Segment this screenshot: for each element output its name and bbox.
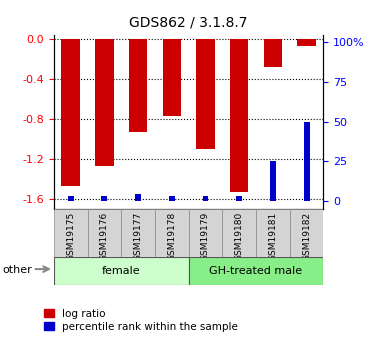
Bar — [54, 209, 88, 257]
Bar — [189, 257, 323, 285]
Bar — [135, 195, 141, 201]
Bar — [297, 39, 316, 47]
Bar — [196, 39, 215, 149]
Bar — [162, 39, 181, 116]
Bar — [62, 39, 80, 186]
Bar — [230, 39, 248, 192]
Bar — [236, 196, 242, 201]
Bar — [121, 209, 155, 257]
Text: GH-treated male: GH-treated male — [209, 266, 303, 276]
Bar — [203, 196, 208, 201]
Text: GSM19176: GSM19176 — [100, 211, 109, 261]
Text: GSM19175: GSM19175 — [66, 211, 75, 261]
Bar — [256, 209, 290, 257]
Text: GSM19181: GSM19181 — [268, 211, 277, 261]
Text: GSM19182: GSM19182 — [302, 211, 311, 261]
Text: GSM19180: GSM19180 — [235, 211, 244, 261]
Bar — [169, 196, 175, 201]
Bar — [304, 122, 310, 201]
Bar — [129, 39, 147, 132]
Bar — [102, 196, 107, 201]
Bar — [264, 39, 282, 67]
Bar — [155, 209, 189, 257]
Bar — [54, 257, 189, 285]
Bar — [68, 196, 74, 201]
Text: GDS862 / 3.1.8.7: GDS862 / 3.1.8.7 — [129, 16, 248, 30]
Text: GSM19178: GSM19178 — [167, 211, 176, 261]
Legend: log ratio, percentile rank within the sample: log ratio, percentile rank within the sa… — [44, 309, 238, 332]
Bar — [189, 209, 223, 257]
Text: female: female — [102, 266, 141, 276]
Text: GSM19177: GSM19177 — [134, 211, 142, 261]
Bar — [270, 161, 276, 201]
Bar — [290, 209, 323, 257]
Bar — [223, 209, 256, 257]
Text: GSM19179: GSM19179 — [201, 211, 210, 261]
Bar — [95, 39, 114, 166]
Text: other: other — [2, 265, 32, 275]
Bar — [88, 209, 121, 257]
